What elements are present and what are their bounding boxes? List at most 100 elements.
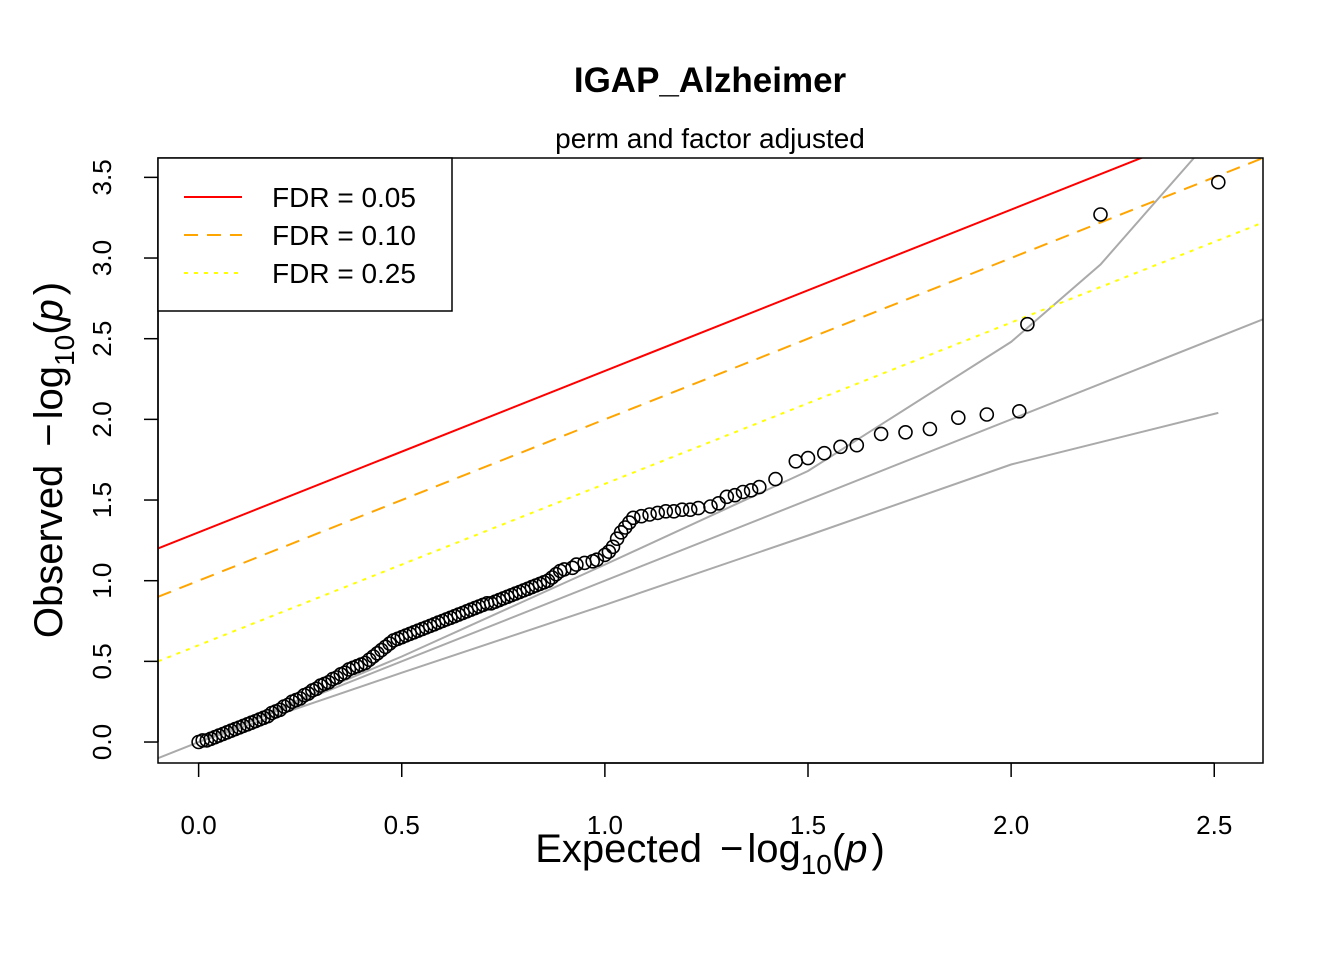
data-point (280, 697, 296, 713)
legend-label: FDR = 0.10 (272, 220, 416, 251)
y-tick-label: 3.5 (87, 159, 117, 195)
data-point (849, 437, 865, 453)
y-axis-label-open: ( (27, 321, 71, 335)
legend: FDR = 0.05 FDR = 0.10 FDR = 0.25 (157, 157, 453, 312)
y-tick-label: 2.0 (87, 401, 117, 437)
x-axis-label-open: ( (832, 827, 846, 871)
chart-subtitle: perm and factor adjusted (555, 123, 865, 154)
y-axis-label-base: 10 (49, 335, 80, 366)
data-point (625, 510, 641, 526)
data-point (1093, 207, 1108, 222)
data-point (382, 636, 397, 651)
data-point (666, 503, 682, 519)
data-point (260, 708, 276, 724)
chart-title: IGAP_Alzheimer (574, 61, 847, 100)
data-point (833, 439, 848, 455)
data-point (357, 655, 373, 671)
data-point (690, 500, 706, 516)
data-point (605, 539, 621, 555)
data-point (601, 544, 617, 560)
plot-area (158, 158, 1263, 760)
x-axis-label-base: 10 (801, 849, 832, 880)
data-point (650, 505, 666, 521)
x-tick-label: 1.0 (587, 810, 623, 840)
data-point (922, 421, 938, 437)
fdr-lines (158, 158, 1263, 663)
y-tick-label: 3.0 (87, 240, 117, 276)
data-point (634, 508, 649, 524)
x-axis-label-minus: − (720, 827, 743, 871)
data-point (950, 410, 966, 426)
data-point (370, 645, 385, 661)
data-point (378, 639, 393, 655)
data-point (309, 681, 324, 697)
data-point (613, 524, 629, 540)
x-axis-label: Expected − log10(p) (535, 827, 885, 880)
data-point (329, 670, 345, 685)
fdr-line-1 (158, 158, 1144, 550)
x-axis: 0.0 0.5 1.0 1.5 2.0 2.5 (181, 762, 1232, 840)
data-point (292, 691, 308, 706)
data-point (711, 495, 726, 511)
legend-label: FDR = 0.05 (272, 182, 416, 213)
data-point (735, 484, 751, 500)
data-point (768, 471, 783, 487)
data-point (703, 499, 718, 514)
data-point (743, 482, 759, 498)
data-point (719, 489, 735, 505)
data-point (548, 566, 564, 582)
data-point (682, 502, 698, 518)
y-axis-label-prefix: Observed (27, 465, 71, 638)
data-point (365, 649, 381, 664)
legend-label: FDR = 0.25 (272, 258, 416, 289)
data-point (979, 407, 995, 422)
data-point (597, 547, 613, 563)
reference-lines (158, 158, 1263, 760)
data-point (540, 573, 556, 589)
fdr-line-2 (158, 158, 1263, 598)
data-point (565, 560, 580, 576)
data-point (589, 552, 605, 568)
data-point (556, 562, 572, 577)
y-tick-label: 1.0 (87, 563, 117, 599)
y-tick-label: 2.5 (87, 321, 117, 357)
data-point (621, 515, 637, 530)
data-point (300, 686, 316, 701)
reference-line (158, 318, 1263, 760)
data-point (272, 702, 288, 718)
data-point (898, 424, 913, 440)
data-point (727, 487, 743, 503)
data-point (617, 520, 633, 535)
data-point (569, 557, 584, 572)
data-point (337, 665, 353, 681)
data-point (873, 426, 889, 442)
data-point (751, 479, 767, 495)
data-point (642, 507, 657, 522)
y-axis-label-minus: − (27, 423, 71, 446)
y-axis: 0.0 0.5 1.0 1.5 2.0 2.5 3.0 3.5 (87, 159, 159, 760)
fdr-line-3 (158, 221, 1263, 663)
y-axis-label-log: log (27, 366, 71, 419)
confidence-band-upper (198, 158, 1195, 743)
y-axis-label-var: p (27, 299, 71, 322)
data-point (374, 642, 389, 658)
x-axis-label-log: log (747, 827, 800, 871)
y-tick-label: 1.5 (87, 482, 117, 518)
x-tick-label: 0.0 (181, 810, 217, 840)
x-tick-label: 1.5 (790, 810, 826, 840)
data-point (674, 502, 690, 518)
x-tick-label: 2.0 (993, 810, 1029, 840)
data-point (321, 674, 336, 690)
x-tick-label: 0.5 (384, 810, 420, 840)
x-axis-label-close: ) (871, 827, 884, 871)
data-points (191, 174, 1226, 750)
data-point (816, 445, 832, 461)
data-point (1211, 174, 1226, 190)
y-axis-label-close: ) (27, 282, 71, 295)
data-point (800, 450, 816, 466)
data-point (1020, 316, 1035, 332)
confidence-band-lower (198, 411, 1219, 743)
x-axis-label-prefix: Expected (535, 827, 702, 871)
data-point (788, 453, 804, 469)
